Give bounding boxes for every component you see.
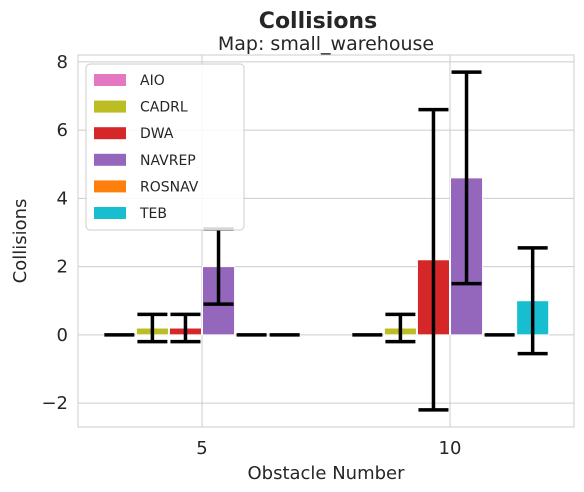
y-tick-label: 0	[57, 325, 68, 346]
legend-label-cadrl: CADRL	[140, 100, 188, 116]
legend-label-rosnav: ROSNAV	[140, 179, 199, 195]
x-tick-label: 10	[439, 438, 462, 459]
error-bars	[104, 70, 548, 412]
y-tick-label: 6	[57, 120, 68, 141]
x-tick-label: 5	[196, 438, 207, 459]
y-tick-label: 8	[57, 52, 68, 73]
y-tick-label: 4	[57, 188, 68, 209]
chart-title: Map: small_warehouse	[218, 33, 434, 55]
y-tick-label: 2	[57, 257, 68, 278]
legend-swatch-dwa	[94, 127, 126, 140]
legend-swatch-navrep	[94, 153, 126, 166]
y-axis-label: Collisions	[10, 199, 31, 284]
legend-label-navrep: NAVREP	[140, 153, 196, 169]
legend: AIO CADRL DWA NAVREP ROSNAV TEB	[85, 63, 245, 231]
legend-label-teb: TEB	[139, 206, 167, 222]
legend-swatch-teb	[94, 207, 126, 219]
y-tick-labels: −2 0 2 4 6 8	[41, 52, 68, 414]
legend-swatch-aio	[94, 74, 126, 86]
legend-swatch-rosnav	[94, 180, 126, 193]
x-axis-label: Obstacle Number	[247, 463, 405, 484]
y-tick-label: −2	[41, 393, 68, 414]
legend-label-dwa: DWA	[140, 126, 174, 142]
x-tick-labels: 5 10	[196, 438, 461, 459]
legend-swatch-cadrl	[94, 100, 126, 113]
plot-frame	[77, 54, 575, 428]
legend-label-aio: AIO	[140, 73, 165, 89]
chart-suptitle: Collisions	[259, 9, 377, 34]
